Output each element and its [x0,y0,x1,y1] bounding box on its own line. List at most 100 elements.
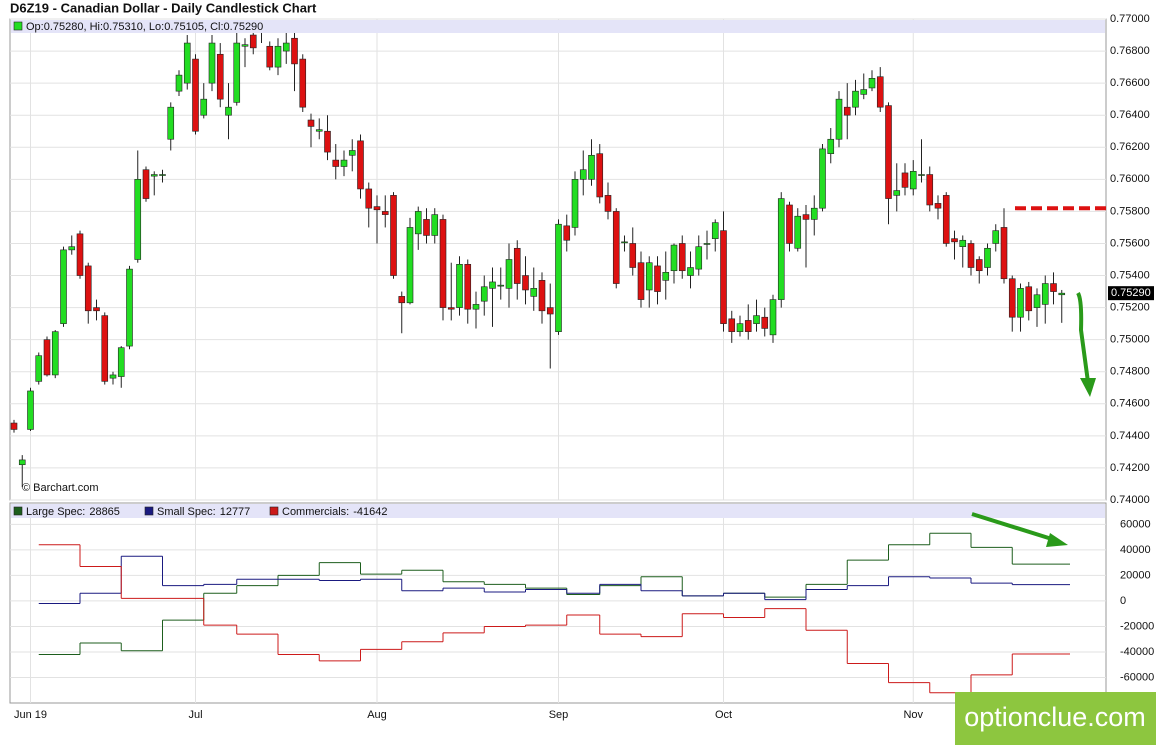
candle-body [827,138,835,154]
price-panel: 0.74000 0.74200 0.74400 0.74600 0.74800 0.750… [9,13,1150,506]
candle-body [843,106,851,116]
candle-body [1000,227,1008,280]
candle-body [307,119,315,127]
y-tick-label: 0.75200 [1110,302,1150,314]
candle-body [1025,286,1033,312]
candle-body [703,243,711,245]
candle-body [249,34,257,49]
x-tick-label: Jun 19 [14,709,47,721]
candle-body [513,247,521,284]
legend-name: Commercials: [282,506,349,518]
candle-body [621,241,628,244]
candle-body [596,153,604,198]
candle-body [687,267,694,276]
candle-body [332,159,340,167]
y-tick-label: 0.76800 [1110,45,1150,57]
candle-body [315,129,323,132]
candle-body [447,307,455,310]
y-tick-label: 20000 [1120,569,1151,581]
watermark-box [955,692,1156,745]
candle-body [1050,283,1057,292]
candle-body [489,281,496,289]
candle-body [51,331,59,376]
candle-body [10,422,18,430]
y-tick-label: -20000 [1120,620,1154,632]
candle-body [167,106,175,140]
candle-body [522,275,529,291]
cot-panel: Jun 19 Jul Aug Sep Oct Nov 60000 40000 20000 0 -20… [9,502,1154,721]
candle-body [1033,294,1041,308]
candle-body [530,288,538,297]
x-tick-label: Jul [188,709,202,721]
y-tick-label: 0.75400 [1110,269,1150,281]
legend-value: 12777 [220,506,251,518]
candle-body [348,150,356,156]
candle-body [654,265,661,292]
candle-body [456,264,463,308]
y-tick-label: 0.76400 [1110,109,1150,121]
candle-body [414,211,422,235]
candle-body [777,198,785,300]
candle-body [134,179,142,260]
y-tick-label: 40000 [1120,544,1151,556]
candle-body [192,58,199,132]
candle-body [579,169,587,180]
candle-body [885,105,892,199]
arrow [971,512,1056,542]
candle-body [604,195,612,212]
candle-body [612,211,620,284]
candle-body [860,89,868,95]
candle-body [76,233,84,276]
candle-body [992,230,1000,244]
candle-body [852,90,859,108]
overlays: © Barchart.com optionclue.com 0.75290 Op:… [11,20,1156,745]
candle-body [546,307,554,315]
arrow-head [1046,533,1068,547]
x-tick-label: Nov [903,709,923,721]
candle-body [637,262,645,300]
candle-body [588,154,595,180]
y-tick-label: -60000 [1120,671,1154,683]
candle-body [951,238,958,243]
candle-body [381,211,389,215]
candle-body [761,316,769,329]
legend-text: Op:0.75280, Hi:0.75310, Lo:0.75105, Cl:0… [26,21,263,33]
candle-body [233,42,241,103]
y-tick-label: 0.76000 [1110,173,1150,185]
y-tick-label: 0.74600 [1110,398,1150,410]
candle-body [340,159,348,167]
candle-body [18,459,26,466]
candle-body [324,130,331,153]
candle-body [175,74,183,92]
x-tick-label: Aug [367,709,387,721]
candle-body [794,215,802,249]
candle-body [1058,292,1066,296]
legend-swatch [13,506,23,516]
y-tick-label: 0.75000 [1110,334,1150,346]
candle-body [150,174,158,177]
candle-body [93,307,100,312]
source-label: © Barchart.com [22,482,99,494]
y-tick-label: 0.74200 [1110,462,1150,474]
candle-body [942,195,950,244]
candle-body [926,174,934,206]
legend-band [11,20,1105,33]
candle-body [678,243,686,272]
x-tick-label: Oct [715,709,732,721]
candle-body [984,247,991,268]
candle-body [555,223,562,332]
candle-body [200,98,208,116]
legend-name: Large Spec: [26,506,85,518]
candle-body [538,280,546,312]
legend-text: Small Spec: 12777 [157,506,250,518]
candle-body [282,42,290,52]
candle-body [736,323,744,332]
candle-body [472,304,480,310]
candle-body [423,219,430,236]
candle-body [753,315,760,324]
candle-body [629,243,637,268]
candle-body [645,262,653,291]
x-tick-label: Sep [549,709,569,721]
candle-body [695,246,703,270]
